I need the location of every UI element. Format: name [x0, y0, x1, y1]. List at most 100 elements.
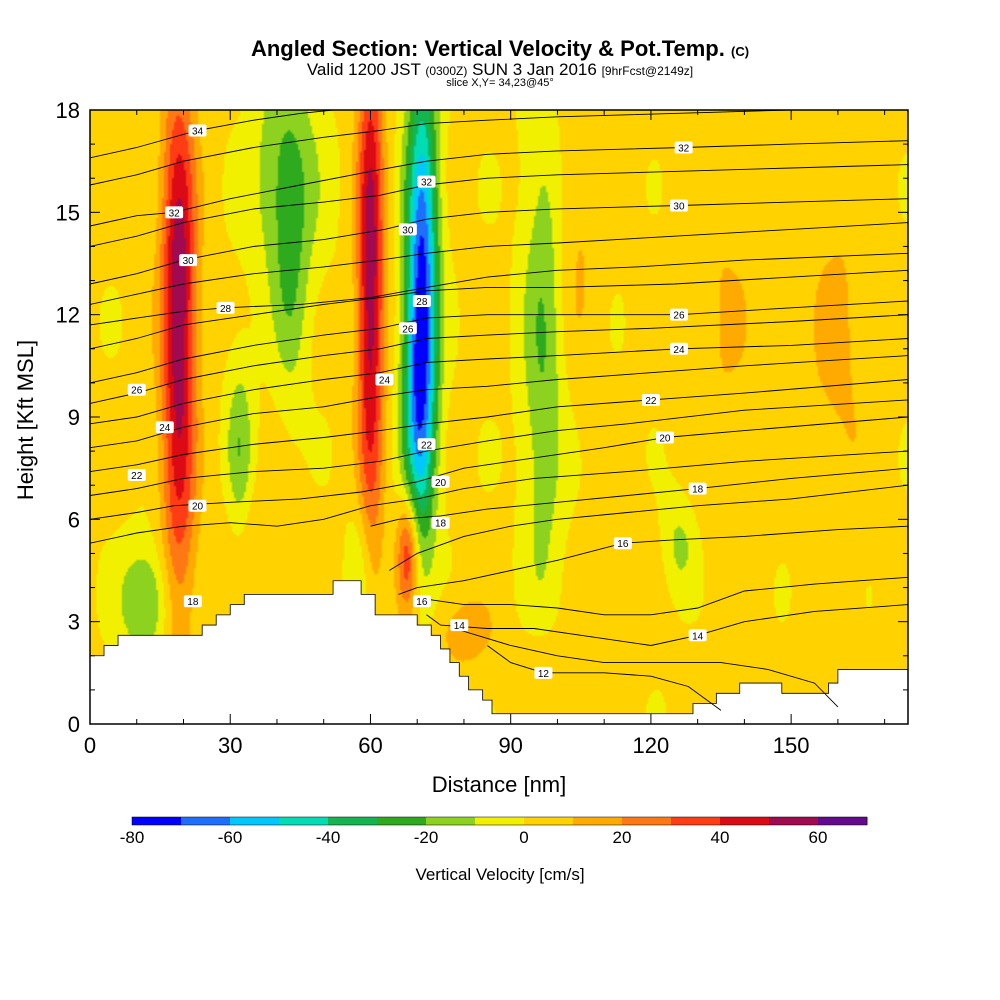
valid-time: Valid 1200 JST	[306, 60, 421, 79]
contour-23	[90, 355, 908, 449]
contour-label: 18	[183, 595, 202, 608]
svg-text:26: 26	[402, 324, 414, 335]
contour-label: 24	[155, 421, 174, 434]
svg-text:30: 30	[673, 202, 685, 213]
colorbar-swatch	[769, 817, 819, 825]
colorbar-swatch	[377, 817, 427, 825]
svg-text:22: 22	[421, 440, 433, 451]
colorbar-swatch	[524, 817, 574, 825]
contour-label: 26	[398, 322, 417, 335]
contour-labels: 12 14 16 18 20 22 24 26 28 30 32 34 32 30 26 24 22 20 18 24…	[127, 124, 707, 680]
contour-label: 18	[431, 516, 450, 530]
svg-text:28: 28	[416, 297, 428, 308]
svg-text:24: 24	[673, 345, 685, 356]
contour-label: 14	[688, 629, 707, 642]
contour-label: 32	[165, 206, 184, 219]
x-tick-label: 150	[773, 733, 810, 758]
contour-31	[90, 164, 908, 247]
svg-text:16: 16	[416, 597, 428, 608]
colorbar-swatch	[230, 817, 280, 825]
x-tick-label: 60	[358, 733, 382, 758]
contour-label: 12	[534, 666, 553, 680]
colorbar-swatch	[720, 817, 770, 825]
colorbar: -80 -60 -40 -20 0 20 40 60	[120, 816, 868, 847]
contour-24	[90, 338, 908, 425]
contour-19	[90, 450, 908, 544]
contour-label: 30	[179, 254, 198, 267]
chart-title: Angled Section: Vertical Velocity & Pot.…	[0, 36, 1000, 62]
colorbar-tick-label: 0	[519, 828, 528, 847]
svg-text:18: 18	[435, 519, 447, 530]
contour-21	[90, 399, 908, 496]
svg-text:22: 22	[645, 396, 657, 407]
svg-text:12: 12	[538, 669, 550, 680]
contour-label: 22	[417, 438, 436, 451]
colorbar-swatch	[475, 817, 525, 825]
contour-label: 14	[450, 619, 469, 632]
contour-label: 30	[398, 223, 417, 236]
contour-label: 26	[669, 308, 688, 322]
colorbar-swatch	[671, 817, 721, 825]
svg-text:32: 32	[169, 208, 181, 219]
contour-17	[388, 484, 908, 571]
svg-text:26: 26	[673, 311, 685, 322]
terrain	[89, 580, 909, 725]
contour-label: 32	[417, 175, 436, 189]
svg-text:34: 34	[192, 126, 204, 137]
x-axis-label: Distance [nm]	[432, 772, 567, 797]
y-tick-label: 18	[56, 98, 80, 123]
colorbar-swatch	[132, 817, 182, 825]
colorbar-swatch	[279, 817, 329, 825]
y-axis-label: Height [Kft MSL]	[13, 340, 38, 500]
contour-29	[90, 222, 908, 305]
contour-34	[90, 110, 334, 159]
contour-label: 20	[188, 499, 207, 513]
colorbar-tick-label: -80	[120, 828, 145, 847]
x-axis: 0 30 60 90 120 150	[84, 110, 886, 758]
colorbar-swatch	[818, 817, 868, 825]
contour-28	[90, 252, 908, 326]
contour-label: 20	[655, 431, 674, 444]
y-tick-label: 6	[68, 507, 80, 532]
utc-time: (0300Z)	[425, 64, 468, 78]
colorbar-swatch	[426, 817, 476, 825]
forecast-info: [9hrFcst@2149z]	[601, 64, 694, 78]
x-tick-label: 0	[84, 733, 96, 758]
contour-label: 16	[613, 537, 632, 550]
colorbar-tick-label: -20	[414, 828, 439, 847]
contour-15	[417, 576, 908, 616]
svg-text:14: 14	[454, 621, 466, 632]
x-tick-label: 30	[218, 733, 242, 758]
colorbar-swatch	[622, 817, 672, 825]
svg-text:32: 32	[678, 144, 690, 155]
contour-13	[454, 628, 839, 708]
y-tick-label: 15	[56, 200, 80, 225]
svg-text:18: 18	[692, 485, 704, 496]
y-tick-label: 3	[68, 610, 80, 635]
colorbar-swatch	[181, 817, 231, 825]
colorbar-swatch	[328, 817, 378, 825]
contour-label: 24	[669, 342, 688, 356]
contour-12	[487, 645, 722, 711]
svg-text:18: 18	[187, 597, 199, 608]
colorbar-tick-label: 60	[809, 828, 828, 847]
y-axis: 0 3 6 9 12 15 18	[56, 98, 908, 737]
contour-label: 26	[127, 383, 146, 397]
contour-label: 22	[641, 393, 660, 407]
svg-text:26: 26	[131, 386, 143, 397]
contour-label: 32	[674, 141, 693, 155]
colorbar-tick-label: 20	[613, 828, 632, 847]
contour-16	[398, 525, 908, 595]
contour-label: 30	[669, 199, 688, 213]
slice-info: slice X,Y= 34,23@45°	[446, 77, 554, 89]
contour-label: 24	[375, 373, 394, 386]
svg-text:16: 16	[617, 539, 629, 550]
contour-label: 20	[431, 475, 450, 489]
svg-text:28: 28	[220, 304, 232, 315]
contour-label: 18	[688, 482, 707, 496]
svg-text:22: 22	[131, 471, 143, 482]
contour-18	[370, 467, 908, 527]
title-unit: (C)	[731, 44, 750, 59]
colorbar-tick-label: -60	[218, 828, 243, 847]
contour-label: 28	[412, 295, 431, 308]
